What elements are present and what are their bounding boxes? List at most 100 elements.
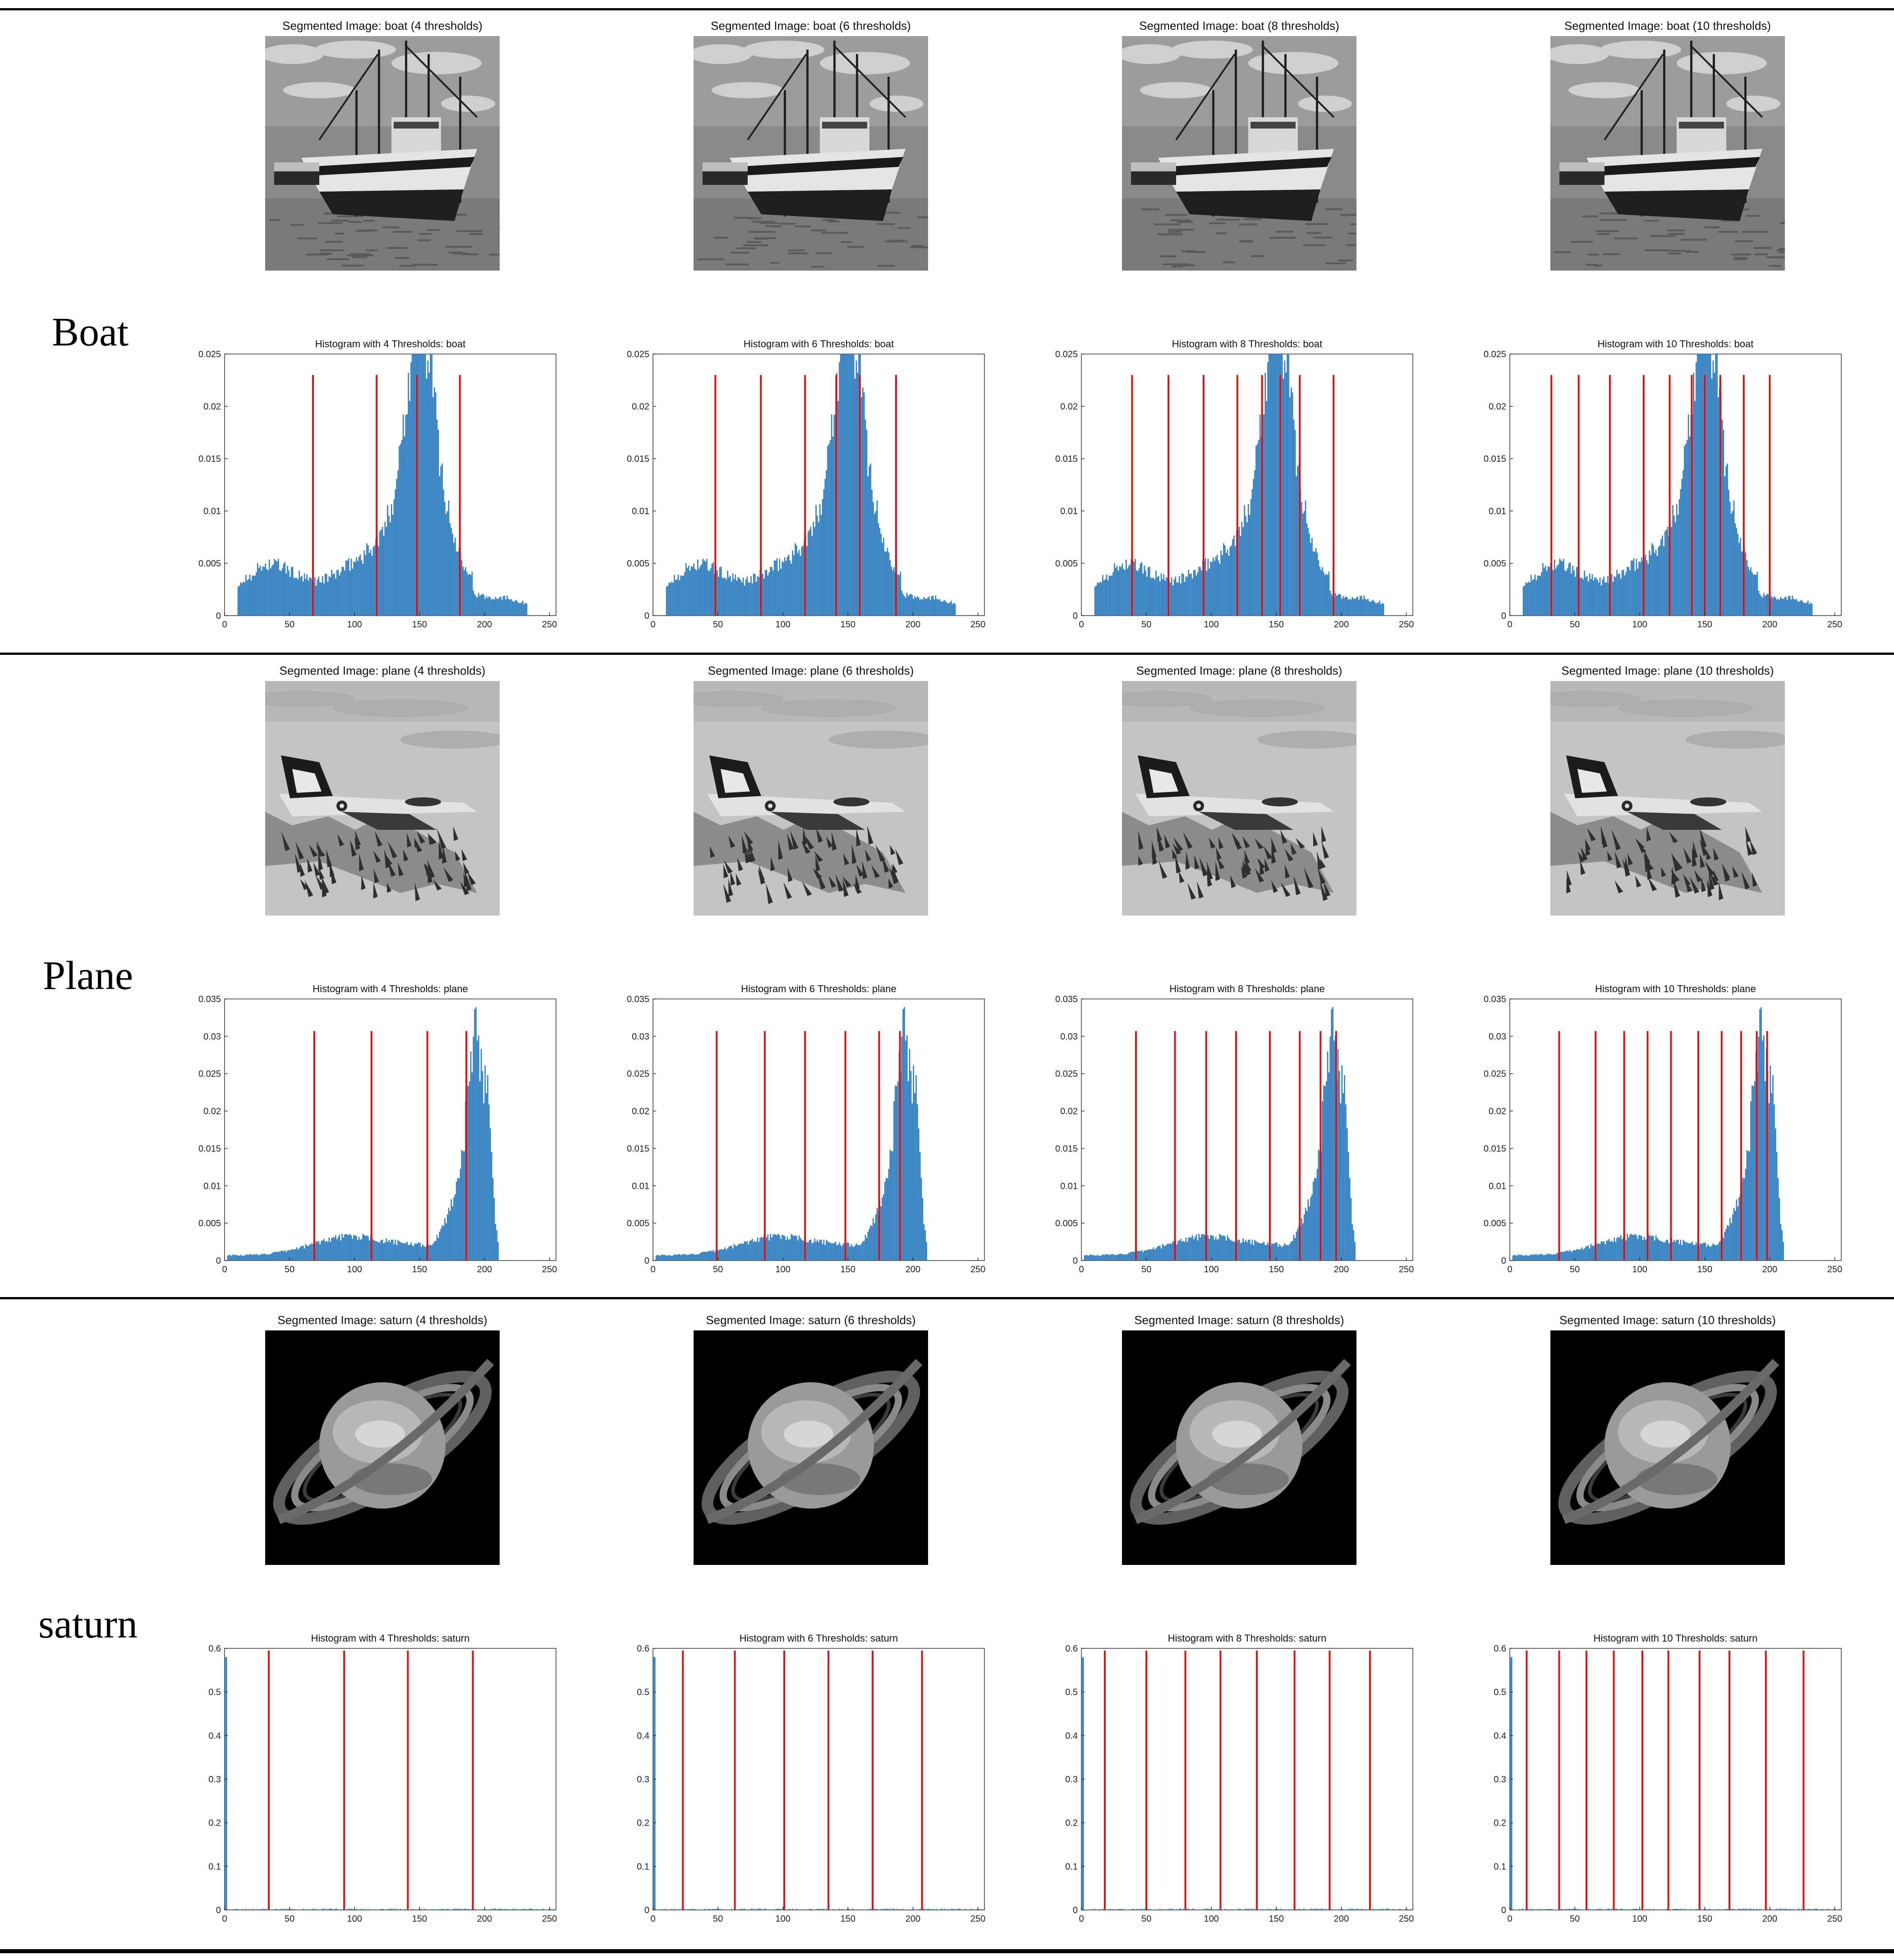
histogram-bar xyxy=(1631,560,1632,616)
histogram-bar xyxy=(1741,551,1742,616)
histogram-bar xyxy=(869,1228,870,1261)
histogram-bar xyxy=(1818,1909,1819,1910)
histogram-bar xyxy=(343,1237,344,1261)
x-tick-label: 200 xyxy=(906,1265,920,1274)
histogram-bar xyxy=(473,1036,474,1261)
histogram-bar xyxy=(1618,1237,1619,1261)
y-tick-label: 0.01 xyxy=(203,1181,221,1191)
histogram-bar xyxy=(1316,1909,1318,1910)
histogram-bar xyxy=(244,1255,245,1261)
y-tick-label: 0.025 xyxy=(198,350,221,359)
histogram-bar xyxy=(1206,1909,1208,1910)
histogram-bar xyxy=(1398,1909,1400,1910)
x-tick-label: 0 xyxy=(1079,1914,1084,1924)
histogram-bar xyxy=(1690,1909,1692,1910)
histogram-bar xyxy=(1297,1909,1299,1910)
histogram-bar xyxy=(1159,1246,1161,1261)
histogram-bar xyxy=(876,1909,878,1910)
histogram-bar xyxy=(266,569,267,616)
histogram-bar xyxy=(285,1909,287,1910)
histogram-bar xyxy=(524,603,526,616)
histogram-bar xyxy=(469,574,470,616)
histogram-bar xyxy=(1201,570,1202,616)
histogram-bar xyxy=(804,1909,805,1910)
histogram-bar xyxy=(1244,505,1245,616)
histogram-bar xyxy=(1659,1909,1661,1910)
histogram-bar xyxy=(1728,1226,1729,1261)
histogram-bar xyxy=(701,564,703,616)
histogram-bar xyxy=(932,595,934,616)
histogram-bar xyxy=(253,1909,254,1910)
histogram-bar xyxy=(904,1007,905,1261)
histogram-bar xyxy=(1322,1101,1323,1261)
histogram-bar xyxy=(674,1909,675,1910)
histogram-bar xyxy=(1621,570,1623,616)
histogram-bar xyxy=(1278,1247,1279,1261)
histogram-bar xyxy=(495,1909,496,1910)
histogram-bar xyxy=(1146,1250,1148,1261)
histogram-bar xyxy=(1703,1242,1705,1261)
histogram-bar xyxy=(979,1909,981,1910)
histogram-bar xyxy=(1662,535,1663,616)
histogram-bar xyxy=(458,1909,460,1910)
histogram-bar xyxy=(1526,1256,1528,1261)
histogram-bar xyxy=(1599,577,1601,616)
histogram-bar xyxy=(1768,1909,1770,1910)
histogram-bar xyxy=(1781,1909,1783,1910)
histogram-bar xyxy=(1513,1255,1515,1261)
histogram-bar xyxy=(1515,1255,1517,1261)
histogram-bar xyxy=(670,1909,671,1910)
histogram-bar xyxy=(448,1909,450,1910)
histogram-bar xyxy=(249,1254,251,1261)
y-tick-label: 0.005 xyxy=(1484,559,1506,569)
histogram-bar xyxy=(471,1072,473,1261)
y-tick-label: 0.2 xyxy=(1065,1818,1078,1828)
histogram-bar xyxy=(818,1909,819,1910)
histogram-bar xyxy=(1607,1909,1609,1910)
histogram-bar xyxy=(488,1909,490,1910)
histogram-bar xyxy=(330,1909,331,1910)
x-tick-label: 200 xyxy=(1762,620,1777,630)
histogram-bar xyxy=(901,1036,903,1261)
histogram-bar xyxy=(514,600,516,616)
histogram-bar xyxy=(484,1065,486,1261)
histogram-bar xyxy=(1302,1223,1304,1261)
histogram-bar xyxy=(1153,578,1154,616)
histogram-bar xyxy=(449,1211,451,1261)
histogram-bar xyxy=(680,575,682,616)
x-tick-label: 200 xyxy=(1762,1265,1777,1274)
histogram-bar xyxy=(1520,1255,1522,1261)
histogram-bar xyxy=(1707,354,1709,616)
histogram-bar xyxy=(688,1255,690,1261)
histogram-chart: Histogram with 8 Thresholds: plane 0 50 100… xyxy=(1042,970,1420,1285)
histogram-bar xyxy=(1240,536,1241,616)
histogram-bar xyxy=(841,354,843,616)
histogram-bar xyxy=(318,576,320,616)
histogram-bar xyxy=(480,1049,482,1261)
histogram-bar xyxy=(1197,572,1199,616)
histogram-bar xyxy=(1141,1909,1143,1910)
histogram-bar xyxy=(809,1240,810,1261)
row-label-saturn: saturn xyxy=(38,1602,138,1647)
histogram-bar xyxy=(1572,566,1573,616)
histogram-chart: Histogram with 6 Thresholds: saturn 0 50 10… xyxy=(613,1619,992,1935)
histogram-bar xyxy=(1733,500,1735,616)
histogram-bar xyxy=(259,1909,261,1910)
histogram-bar xyxy=(1380,1909,1382,1910)
histogram-bar xyxy=(880,1206,882,1261)
histogram-bar xyxy=(1337,1909,1339,1910)
histogram-bar xyxy=(340,572,342,616)
histogram-bar xyxy=(1543,1909,1545,1910)
histogram-bar xyxy=(1697,1909,1698,1910)
histogram-bar xyxy=(762,573,763,616)
histogram-bar xyxy=(698,1909,700,1910)
histogram-bar xyxy=(1774,596,1775,616)
histogram-bar xyxy=(1785,1909,1787,1910)
histogram-bar xyxy=(1801,1909,1802,1910)
histogram-bar xyxy=(478,1035,479,1261)
x-tick-label: 100 xyxy=(1632,1914,1647,1924)
histogram-bar xyxy=(1207,1235,1209,1261)
histogram-bar xyxy=(312,1909,313,1910)
histogram-bar xyxy=(1218,1909,1219,1910)
histogram-bar xyxy=(917,596,918,616)
